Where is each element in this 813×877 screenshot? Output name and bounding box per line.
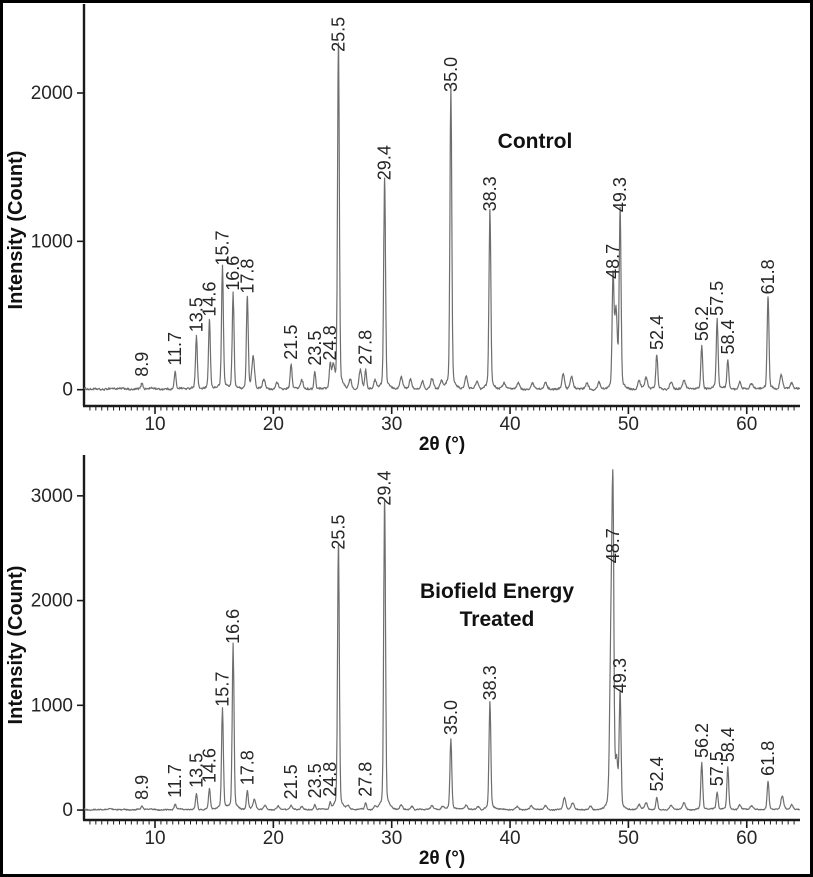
y-tick-label: 1000 bbox=[31, 231, 73, 252]
peak-label: 16.6 bbox=[223, 609, 243, 644]
peak-label: 15.7 bbox=[212, 230, 232, 265]
peak-label: 57.5 bbox=[707, 281, 727, 316]
y-tick-label: 2000 bbox=[31, 83, 73, 104]
peak-label: 25.5 bbox=[328, 515, 348, 550]
peak-label: 23.5 bbox=[305, 763, 325, 798]
peak-label: 52.4 bbox=[647, 756, 667, 791]
xrd-trace bbox=[83, 469, 801, 812]
peak-label: 58.4 bbox=[718, 319, 738, 354]
peak-label: 21.5 bbox=[281, 325, 301, 360]
peak-label: 27.8 bbox=[356, 762, 376, 797]
x-tick-label: 60 bbox=[736, 414, 757, 435]
peak-label: 38.3 bbox=[480, 176, 500, 211]
peak-label: 49.3 bbox=[610, 658, 630, 693]
peak-label: 11.7 bbox=[165, 764, 185, 798]
peak-label: 38.3 bbox=[480, 665, 500, 700]
peak-label: 23.5 bbox=[305, 331, 325, 366]
peak-label: 29.4 bbox=[375, 471, 395, 506]
x-axis-title: 2θ (°) bbox=[419, 848, 465, 869]
peak-label: 49.3 bbox=[610, 177, 630, 212]
chart-1: 10 20 30 40 50 60 0 1000 2000 3000 2θ (°) Intensity… bbox=[5, 455, 801, 869]
y-axis-title: Intensity (Count) bbox=[5, 566, 27, 725]
x-tick-label: 40 bbox=[499, 414, 520, 435]
x-tick-label: 30 bbox=[381, 828, 402, 849]
peak-label: 8.9 bbox=[132, 775, 152, 800]
peak-label: 48.7 bbox=[603, 528, 623, 563]
x-axis-title: 2θ (°) bbox=[419, 434, 465, 455]
peak-label: 24.8 bbox=[320, 762, 340, 797]
y-tick-label: 0 bbox=[62, 380, 73, 401]
peak-label: 61.8 bbox=[758, 741, 778, 776]
sample-annotation-line: Treated bbox=[460, 608, 535, 631]
peak-label: 16.6 bbox=[223, 256, 243, 291]
sample-annotation-line: Control bbox=[498, 130, 573, 153]
peak-label: 25.5 bbox=[328, 17, 348, 52]
peak-label: 17.8 bbox=[237, 750, 257, 785]
peak-label: 13.5 bbox=[186, 753, 206, 788]
peak-label: 11.7 bbox=[165, 332, 185, 366]
peak-label: 29.4 bbox=[375, 145, 395, 180]
x-tick-label: 20 bbox=[263, 414, 284, 435]
xrd-trace bbox=[83, 42, 801, 392]
peak-label: 35.0 bbox=[441, 700, 461, 735]
peak-label: 24.8 bbox=[320, 325, 340, 360]
x-tick-label: 20 bbox=[263, 828, 284, 849]
chart-0: 10 20 30 40 50 60 0 1000 2000 2θ (°) Intensity (Co… bbox=[5, 4, 801, 455]
x-tick-label: 10 bbox=[144, 414, 165, 435]
x-tick-label: 50 bbox=[618, 414, 639, 435]
peak-label: 61.8 bbox=[758, 259, 778, 294]
peak-label: 57.5 bbox=[707, 751, 727, 786]
y-tick-label: 1000 bbox=[31, 695, 73, 716]
y-tick-label: 2000 bbox=[31, 591, 73, 612]
peak-label: 56.2 bbox=[692, 306, 712, 341]
x-tick-label: 60 bbox=[736, 828, 757, 849]
peak-label: 17.8 bbox=[237, 259, 257, 294]
peak-label: 13.5 bbox=[186, 297, 206, 332]
peak-label: 52.4 bbox=[647, 315, 667, 350]
y-tick-label: 3000 bbox=[31, 486, 73, 507]
peak-label: 58.4 bbox=[718, 727, 738, 762]
x-tick-label: 10 bbox=[144, 828, 165, 849]
peak-label: 14.6 bbox=[199, 282, 219, 317]
y-tick-label: 0 bbox=[62, 800, 73, 821]
peak-label: 14.6 bbox=[199, 748, 219, 783]
peak-label: 15.7 bbox=[212, 672, 232, 707]
peak-label: 27.8 bbox=[356, 330, 376, 365]
peak-label: 48.7 bbox=[603, 244, 623, 279]
x-tick-label: 50 bbox=[618, 828, 639, 849]
y-axis-title: Intensity (Count) bbox=[5, 151, 27, 310]
sample-annotation-line: Biofield Energy bbox=[420, 580, 574, 603]
peak-label: 56.2 bbox=[692, 723, 712, 758]
peak-label: 35.0 bbox=[441, 57, 461, 92]
peak-label: 21.5 bbox=[281, 764, 301, 799]
peak-label: 8.9 bbox=[132, 352, 152, 377]
x-tick-label: 40 bbox=[499, 828, 520, 849]
x-tick-label: 30 bbox=[381, 414, 402, 435]
